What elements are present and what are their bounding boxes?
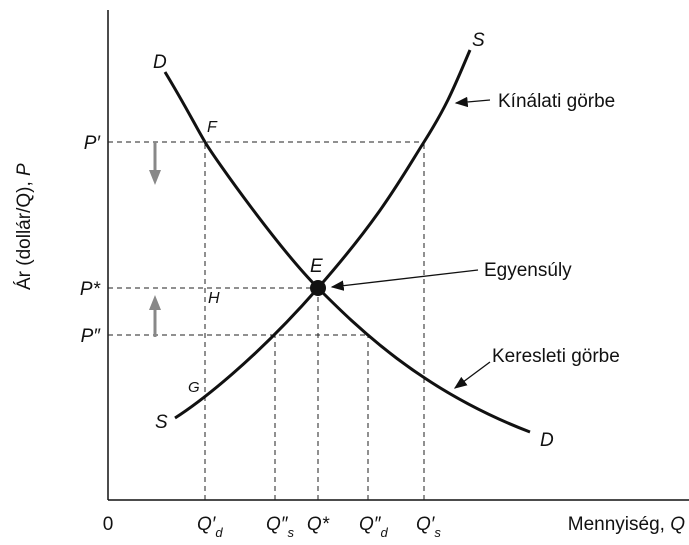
annotation: Keresleti görbe (492, 346, 620, 367)
point-label: E (310, 256, 323, 277)
annotation-arrows (330, 96, 491, 389)
y-axis-label: Ár (dollár/Q), P (14, 163, 35, 290)
supply-curve (174, 49, 472, 420)
x-axis-label: Mennyiség, Q (568, 514, 685, 535)
x-tick-label: Q′s (416, 514, 441, 540)
x-tick-label: Q′d (197, 514, 223, 540)
price-arrows (149, 142, 161, 337)
x-tick-label: Q* (307, 514, 330, 535)
curve-label: S (472, 30, 485, 51)
curve-label: D (153, 52, 167, 73)
annotation: Egyensúly (484, 260, 572, 281)
y-tick-label: P″ (81, 326, 102, 347)
equilibrium-point (310, 280, 326, 296)
point-label: H (208, 290, 220, 307)
curve-label: D (540, 430, 554, 451)
point-label: F (207, 119, 218, 136)
curve-label: S (155, 412, 168, 433)
annotation: Kínálati görbe (498, 91, 615, 112)
y-tick-label: P* (80, 279, 101, 300)
x-tick-label: Q″s (266, 514, 295, 540)
x-tick-label: Q″d (359, 514, 389, 540)
origin-label: 0 (103, 514, 114, 535)
point-label: G (188, 379, 200, 396)
demand-curve (163, 71, 531, 434)
guide-lines (108, 141, 425, 500)
y-tick-label: P′ (84, 133, 102, 154)
